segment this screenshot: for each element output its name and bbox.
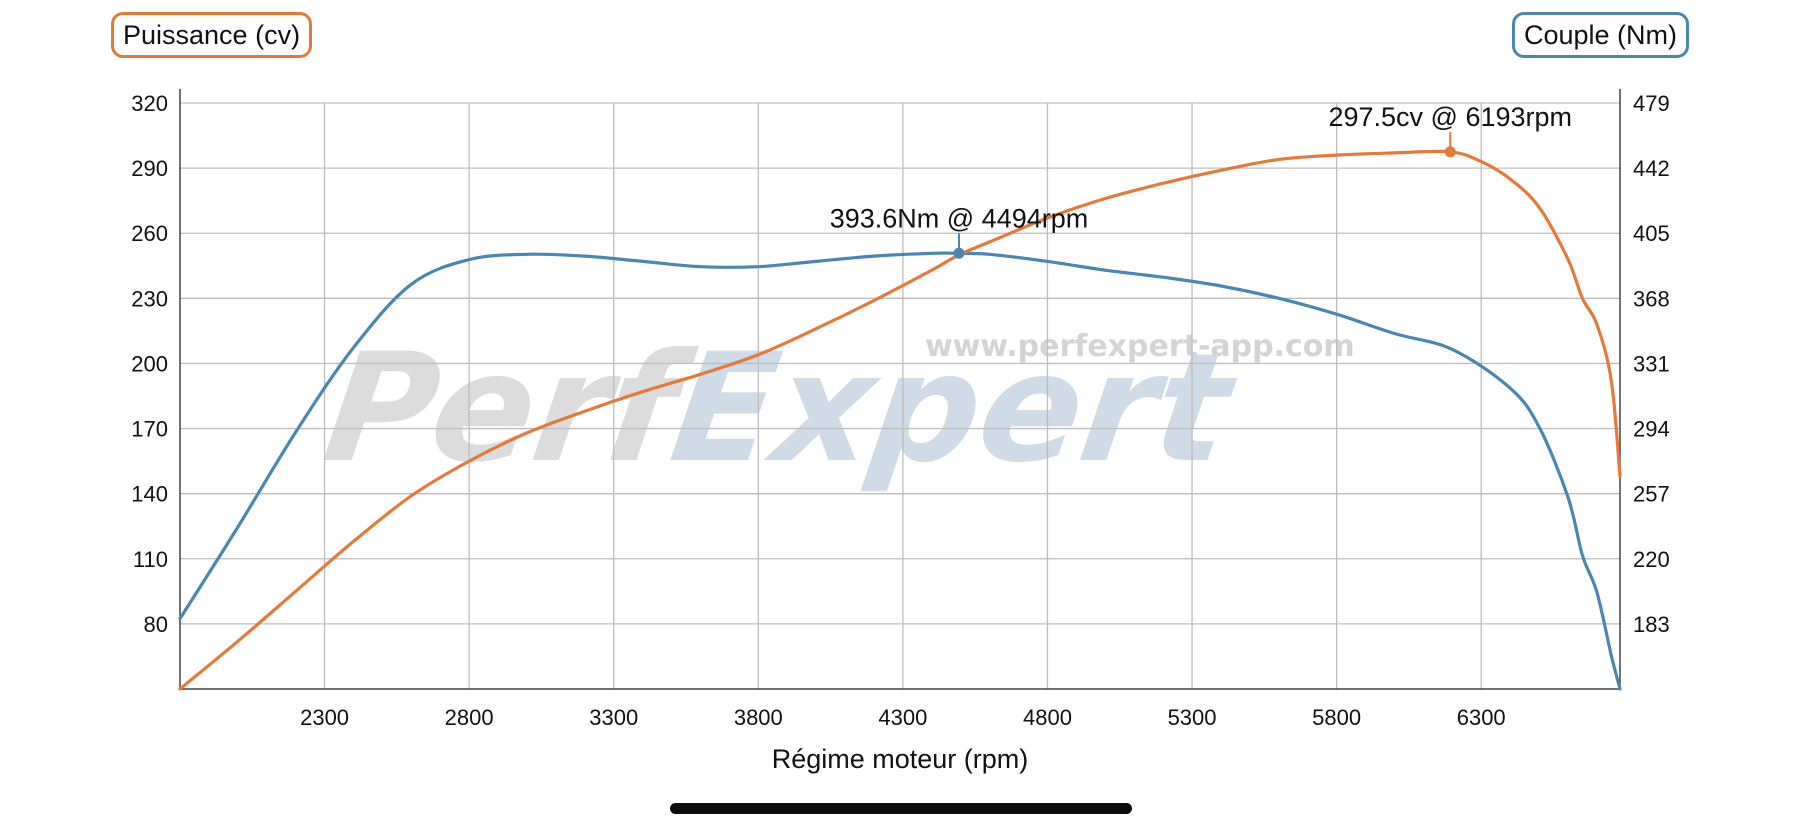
x-tick-label: 2300 xyxy=(300,705,349,730)
right-tick-label: 368 xyxy=(1633,286,1670,311)
left-tick-label: 230 xyxy=(131,286,168,311)
x-tick-label: 3300 xyxy=(589,705,638,730)
right-tick-label: 442 xyxy=(1633,156,1670,181)
x-tick-label: 5800 xyxy=(1312,705,1361,730)
right-tick-label: 479 xyxy=(1633,91,1670,116)
series-lines xyxy=(178,149,1622,691)
x-tick-label: 5300 xyxy=(1168,705,1217,730)
left-tick-label: 290 xyxy=(131,156,168,181)
x-tick-label: 4800 xyxy=(1023,705,1072,730)
left-tick-label: 80 xyxy=(144,612,168,637)
peak-power-label: 297.5cv @ 6193rpm xyxy=(1328,102,1572,132)
power-curve xyxy=(178,149,1622,691)
right-tick-label: 183 xyxy=(1633,612,1670,637)
left-tick-label: 200 xyxy=(131,351,168,376)
right-tick-label: 257 xyxy=(1633,482,1670,507)
annotations: 297.5cv @ 6193rpm 393.6Nm @ 4494rpm xyxy=(830,102,1572,259)
left-tick-label: 320 xyxy=(131,91,168,116)
torque-curve xyxy=(178,251,1622,691)
left-tick-label: 140 xyxy=(131,482,168,507)
home-indicator[interactable] xyxy=(670,803,1132,814)
right-tick-label: 331 xyxy=(1633,351,1670,376)
x-tick-label: 6300 xyxy=(1457,705,1506,730)
right-axis-title: Couple (Nm) xyxy=(1511,12,1689,58)
left-tick-label: 170 xyxy=(131,417,168,442)
right-tick-label: 294 xyxy=(1633,417,1670,442)
x-tick-label: 2800 xyxy=(445,705,494,730)
tick-labels: 2300 2800 3300 3800 4300 4800 5300 5800 6300 80 11… xyxy=(131,91,1669,730)
annotation-marker xyxy=(1444,146,1456,158)
watermark-logo-expert: Expert xyxy=(662,321,1245,496)
watermark-logo: PerfExpert xyxy=(315,321,1245,496)
peak-torque-label: 393.6Nm @ 4494rpm xyxy=(830,203,1089,233)
annotation-marker xyxy=(953,247,965,259)
x-tick-label: 3800 xyxy=(734,705,783,730)
watermark-url: www.perfexpert-app.com xyxy=(925,329,1355,364)
right-tick-label: 405 xyxy=(1633,221,1670,246)
x-tick-label: 4300 xyxy=(878,705,927,730)
watermark: www.perfexpert-app.com PerfExpert xyxy=(315,321,1354,496)
left-tick-label: 260 xyxy=(131,221,168,246)
watermark-logo-perf: Perf xyxy=(315,321,703,496)
axes xyxy=(179,89,1621,690)
x-axis-title: Régime moteur (rpm) xyxy=(772,744,1029,774)
left-axis-title: Puissance (cv) xyxy=(111,12,313,58)
left-tick-label: 110 xyxy=(133,547,168,572)
grid xyxy=(180,102,1620,689)
right-tick-label: 220 xyxy=(1633,547,1670,572)
